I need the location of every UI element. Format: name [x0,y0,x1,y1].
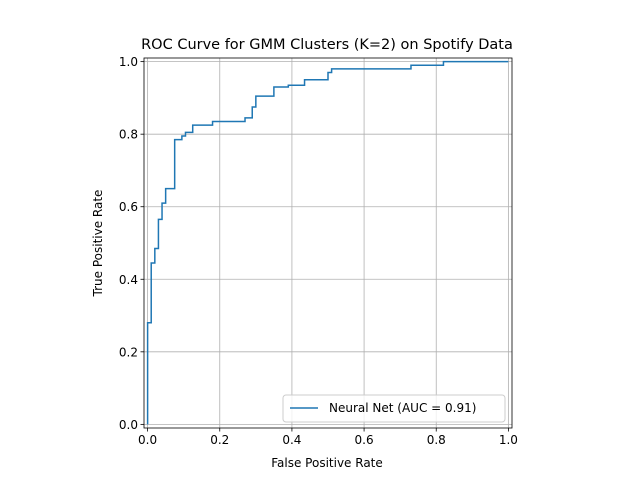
x-tick-label: 0.8 [427,433,446,447]
roc-curve-line [146,60,509,425]
x-tick-label: 0.4 [282,433,301,447]
x-tick-label: 1.0 [499,433,518,447]
y-tick-label: 0.8 [119,128,138,142]
y-tick-label: 0.0 [119,418,138,432]
x-tick-label: 0.0 [138,433,157,447]
legend-box [282,394,506,423]
y-axis-label: True Positive Rate [91,190,105,298]
legend: Neural Net (AUC = 0.91) [282,394,506,423]
x-axis-ticks: 0.0 0.2 0.4 0.6 0.8 1.0 [138,428,518,447]
x-tick-label: 0.2 [210,433,229,447]
y-tick-label: 0.2 [119,345,138,359]
plot-frame [143,57,513,429]
x-axis-label: False Positive Rate [271,456,383,470]
legend-label: Neural Net (AUC = 0.91) [329,401,476,415]
chart-title: ROC Curve for GMM Clusters (K=2) on Spot… [141,37,513,53]
y-tick-label: 0.4 [119,273,138,287]
y-tick-label: 0.6 [119,200,138,214]
x-tick-label: 0.6 [355,433,374,447]
y-axis-ticks: 0.0 0.2 0.4 0.6 0.8 1.0 [119,55,144,432]
y-tick-label: 1.0 [119,55,138,69]
grid [144,58,512,428]
